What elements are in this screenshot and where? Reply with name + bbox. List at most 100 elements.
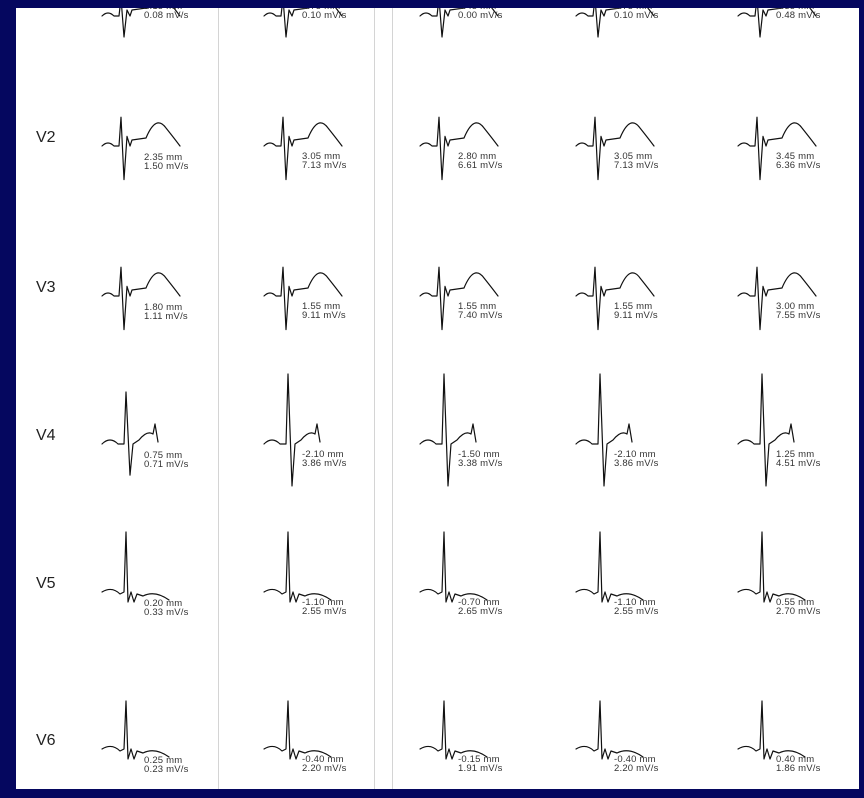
ecg-trace-line bbox=[575, 266, 655, 331]
st-slope-mvs: 9.11 mV/s bbox=[302, 310, 346, 321]
st-deviation-mm: -1.10 mm bbox=[614, 597, 656, 608]
ecg-trace-line bbox=[737, 266, 817, 331]
ecg-trace-line bbox=[101, 266, 181, 331]
st-slope-mvs: 0.23 mV/s bbox=[144, 764, 189, 775]
ecg-trace-line bbox=[101, 531, 170, 603]
ecg-trace-line bbox=[419, 116, 499, 181]
ecg-waveform bbox=[419, 8, 499, 38]
ecg-waveform bbox=[263, 266, 343, 331]
st-deviation-mm: 1.15 mm bbox=[144, 8, 189, 11]
ecg-trace-line bbox=[737, 116, 817, 181]
st-measurement: -0.70 mm 2.65 mV/s bbox=[458, 598, 503, 617]
lead-label-v3: V3 bbox=[36, 279, 56, 296]
ecg-trace-line bbox=[419, 531, 488, 603]
st-slope-mvs: 0.48 mV/s bbox=[776, 10, 821, 21]
st-measurement: 1.55 mm 7.40 mV/s bbox=[458, 302, 503, 321]
ecg-waveform bbox=[419, 700, 488, 760]
st-slope-mvs: 6.36 mV/s bbox=[776, 160, 821, 171]
st-deviation-mm: 2.80 mm bbox=[458, 151, 497, 162]
st-slope-mvs: 1.11 mV/s bbox=[144, 311, 188, 322]
ecg-waveform bbox=[419, 116, 499, 181]
ecg-waveform bbox=[101, 116, 181, 181]
st-slope-mvs: 9.11 mV/s bbox=[614, 310, 658, 321]
st-deviation-mm: -2.10 mm bbox=[614, 449, 656, 460]
st-deviation-mm: -1.10 mm bbox=[302, 597, 344, 608]
st-deviation-mm: 3.45 mm bbox=[776, 151, 815, 162]
ecg-waveform bbox=[419, 531, 488, 603]
ecg-waveform bbox=[101, 266, 181, 331]
st-deviation-mm: 0.40 mm bbox=[776, 754, 815, 765]
st-slope-mvs: 1.50 mV/s bbox=[144, 161, 189, 172]
st-slope-mvs: 4.51 mV/s bbox=[776, 458, 821, 469]
ecg-trace-line bbox=[575, 8, 655, 38]
st-slope-mvs: 0.10 mV/s bbox=[614, 10, 659, 21]
ecg-waveform bbox=[575, 8, 655, 38]
ecg-waveform bbox=[575, 373, 633, 487]
ecg-waveform bbox=[737, 531, 806, 603]
paper-fold-line bbox=[374, 8, 375, 789]
lead-label-v4: V4 bbox=[36, 427, 56, 444]
st-measurement: 3.05 mm 7.13 mV/s bbox=[302, 151, 347, 171]
st-slope-mvs: 0.00 mV/s bbox=[458, 10, 503, 21]
ecg-waveform bbox=[101, 531, 170, 603]
st-measurement: 3.00 mm 7.55 mV/s bbox=[776, 301, 821, 321]
ecg-trace-line bbox=[101, 391, 159, 476]
st-measurement: 1.25 mm 4.51 mV/s bbox=[776, 450, 821, 469]
st-deviation-mm: 3.05 mm bbox=[302, 151, 341, 162]
st-measurement: 1.55 mm 9.11 mV/s bbox=[614, 302, 658, 321]
st-slope-mvs: 1.91 mV/s bbox=[458, 763, 503, 774]
st-measurement: 1.35 mm0.48 mV/s bbox=[776, 8, 821, 20]
ecg-trace-line bbox=[263, 116, 343, 181]
ecg-waveform bbox=[575, 266, 655, 331]
st-measurement: 0.25 mm 0.23 mV/s bbox=[144, 756, 189, 775]
ecg-trace-line bbox=[419, 8, 499, 38]
st-deviation-mm: 0.75 mm bbox=[144, 450, 183, 461]
paper-fold-line bbox=[392, 8, 393, 789]
paper-fold-line bbox=[218, 8, 219, 789]
st-measurement: -1.10 mm 2.55 mV/s bbox=[614, 597, 659, 617]
st-measurement: 1.55 mm 9.11 mV/s bbox=[302, 301, 346, 321]
st-slope-mvs: 0.71 mV/s bbox=[144, 459, 189, 470]
ecg-trace-line bbox=[575, 700, 644, 760]
ecg-waveform bbox=[101, 700, 170, 760]
st-measurement: 0.55 mm 2.70 mV/s bbox=[776, 598, 821, 617]
st-measurement: 0.75 mm 0.71 mV/s bbox=[144, 450, 189, 470]
st-deviation-mm: -0.15 mm bbox=[458, 754, 500, 765]
ecg-waveform bbox=[419, 373, 477, 487]
ecg-waveform bbox=[737, 700, 806, 760]
st-measurement: -0.40 mm 2.20 mV/s bbox=[614, 755, 659, 774]
ecg-trace-line bbox=[419, 266, 499, 331]
ecg-waveform bbox=[737, 116, 817, 181]
ecg-waveform bbox=[101, 391, 159, 476]
ecg-waveform bbox=[263, 531, 332, 603]
ecg-waveform bbox=[263, 8, 343, 38]
ecg-trace-line bbox=[419, 700, 488, 760]
st-slope-mvs: 7.40 mV/s bbox=[458, 310, 503, 321]
ecg-waveform bbox=[419, 266, 499, 331]
st-slope-mvs: 1.86 mV/s bbox=[776, 763, 821, 774]
ecg-trace-line bbox=[263, 531, 332, 603]
st-measurement: 0.20 mm 0.33 mV/s bbox=[144, 599, 189, 618]
st-slope-mvs: 7.13 mV/s bbox=[302, 160, 347, 171]
ecg-waveform bbox=[263, 373, 321, 487]
st-slope-mvs: 7.13 mV/s bbox=[614, 160, 659, 171]
st-deviation-mm: 3.05 mm bbox=[614, 151, 653, 162]
st-deviation-mm: 3.00 mm bbox=[776, 301, 815, 312]
st-deviation-mm: 2.35 mm bbox=[144, 152, 183, 163]
ecg-waveform bbox=[737, 8, 817, 38]
st-deviation-mm: 1.75 mm bbox=[614, 8, 659, 11]
st-slope-mvs: 2.55 mV/s bbox=[302, 606, 347, 617]
st-measurement: 3.45 mm 6.36 mV/s bbox=[776, 151, 821, 171]
st-measurement: 1.75 mm0.10 mV/s bbox=[614, 8, 659, 20]
st-deviation-mm: -0.40 mm bbox=[302, 754, 344, 765]
st-slope-mvs: 6.61 mV/s bbox=[458, 160, 503, 171]
st-measurement: 3.05 mm 7.13 mV/s bbox=[614, 151, 659, 171]
st-deviation-mm: 1.55 mm bbox=[302, 301, 341, 312]
ecg-waveform bbox=[263, 116, 343, 181]
st-deviation-mm: 1.80 mm bbox=[144, 302, 183, 313]
st-slope-mvs: 3.86 mV/s bbox=[302, 458, 347, 469]
ecg-trace-line bbox=[737, 700, 806, 760]
st-deviation-mm: 1.35 mm bbox=[776, 8, 821, 11]
ecg-trace-line bbox=[263, 266, 343, 331]
ecg-trace-line bbox=[263, 700, 332, 760]
